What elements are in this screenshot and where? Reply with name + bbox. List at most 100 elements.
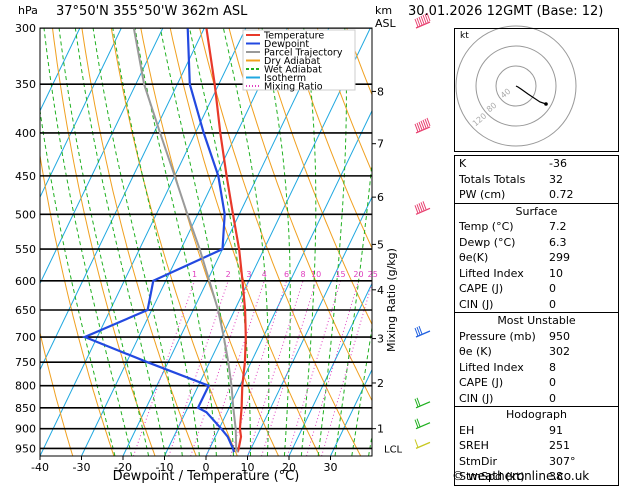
mixing-ratio-label: 4 [262, 270, 267, 279]
wet-adiabat-line [317, 28, 347, 456]
hodograph-row: EH 91 [455, 423, 618, 439]
wind-barb-feather [414, 18, 419, 28]
hodograph-key: StmSpd (kt) [459, 470, 525, 483]
pressure-tick-label: 700 [15, 331, 36, 344]
wind-barb-feather [416, 418, 421, 427]
surface-row: Dewp (°C) 6.3 [455, 235, 618, 251]
isotherm-line [330, 368, 372, 456]
wet-adiabat-line [222, 28, 270, 456]
dry-adiabat-line [199, 28, 362, 456]
dry-adiabat-line [81, 28, 197, 456]
index-key: Totals Totals [459, 172, 526, 186]
index-row: Totals Totals 32 [455, 172, 618, 188]
wind-barb-feather [418, 121, 423, 131]
wind-barb-feather [418, 16, 423, 26]
hodograph-panel [454, 28, 619, 152]
dry-adiabat-line [40, 152, 115, 456]
wind-barb-feather [426, 117, 431, 127]
wind-barb-feather [416, 397, 421, 407]
legend-label: Dry Adiabat [264, 56, 321, 67]
indices-table: K -36 Totals Totals 32 PW (cm) 0.72 Surface T… [454, 155, 619, 486]
hodograph-ring [455, 25, 577, 147]
mixing-ratio-label: 15 [335, 270, 345, 279]
pressure-tick-label: 850 [15, 402, 36, 415]
mixing-ratio-line [286, 280, 342, 456]
surface-row: Lifted Index 10 [455, 266, 618, 282]
mixing-ratio-axis-title: Mixing Ratio (g/kg) [385, 248, 398, 352]
pressure-tick-label: 950 [15, 442, 36, 455]
km-tick-label: 8 [377, 85, 384, 98]
surface-value: 7.2 [549, 220, 567, 233]
wet-adiabat-line [334, 158, 372, 456]
temperature-tick-label: -40 [31, 461, 49, 474]
wind-barb-staff [415, 422, 431, 430]
pressure-tick-label: 600 [15, 275, 36, 288]
date-title: 30.01.2026 12GMT (Base: 12) [408, 4, 604, 19]
dry-adiabat-line [52, 28, 156, 456]
unstable-key: CAPE (J) [459, 376, 504, 389]
wind-barb [414, 117, 431, 134]
mixing-ratio-line [321, 281, 372, 456]
isotherm-line [288, 282, 372, 456]
wet-adiabat-line [40, 107, 116, 456]
wind-barb-staff [415, 207, 431, 215]
isotherm-line [40, 28, 247, 456]
wind-barb [414, 201, 431, 215]
wind-barb-feather [414, 205, 419, 214]
hodograph-key: StmDir [459, 454, 498, 468]
wet-adiabat-line [159, 28, 234, 456]
mixing-ratio-label: 8 [300, 270, 305, 279]
km-tick-label: 4 [377, 284, 384, 297]
hodograph-trace [515, 85, 547, 105]
hodograph-row: SREH 251 [455, 438, 618, 454]
isotherm-line [40, 28, 205, 371]
surface-key: Dewp (°C) [459, 235, 516, 249]
km-tick-label: 7 [377, 138, 384, 151]
hodograph-value: 307° [549, 454, 576, 468]
wind-barb-feather [414, 327, 419, 337]
lcl-label: LCL [384, 444, 403, 455]
wet-adiabat-line [134, 28, 217, 456]
unstable-value: 950 [549, 329, 570, 343]
legend-label: Mixing Ratio [264, 82, 323, 93]
wet-adiabat-line [43, 28, 133, 456]
temperature-tick-label: 0 [203, 461, 210, 474]
hodograph-key: EH [459, 423, 475, 437]
wind-barb [414, 325, 431, 338]
wind-barb-feather [426, 12, 431, 22]
surface-value: 0 [549, 297, 556, 311]
surface-value: 299 [549, 251, 570, 264]
legend-label: Wet Adiabat [264, 65, 322, 76]
isotherm-line [164, 28, 371, 456]
hodograph-ring [495, 65, 537, 107]
isotherm-line [81, 28, 288, 456]
unstable-value: 302 [549, 345, 570, 358]
index-value: 0.72 [549, 188, 574, 201]
x-axis-title: Dewpoint / Temperature (°C) [113, 469, 300, 484]
isotherm-line [247, 195, 372, 456]
parcel-trajectory-line [132, 28, 239, 453]
km-tick-label: 1 [377, 423, 384, 436]
dry-adiabat-line [110, 28, 238, 456]
pressure-tick-label: 450 [15, 170, 36, 183]
wind-barb-feather [416, 17, 421, 27]
isotherm-line [122, 28, 330, 456]
dewpoint-line [81, 28, 236, 453]
wind-barb [414, 397, 431, 409]
temperature-tick-label: 10 [241, 461, 255, 474]
mixing-ratio-label: 2 [226, 270, 231, 279]
legend-label: Isotherm [264, 73, 306, 84]
unstable-key: θe (K) [459, 345, 492, 358]
unstable-value: 0 [549, 391, 556, 405]
wind-barb-feather [422, 14, 427, 24]
unstable-value: 8 [549, 360, 556, 374]
km-tick-label: 3 [377, 333, 384, 346]
wind-barb-staff [415, 126, 431, 134]
hodograph-row: StmSpd (kt) 38 [455, 469, 618, 485]
isotherm-line [40, 28, 81, 112]
unstable-row: Lifted Index 8 [455, 360, 618, 376]
mixing-ratio-line [229, 280, 288, 456]
surface-value: 6.3 [549, 235, 567, 249]
surface-key: Lifted Index [459, 266, 524, 280]
surface-title: Surface [515, 204, 558, 218]
